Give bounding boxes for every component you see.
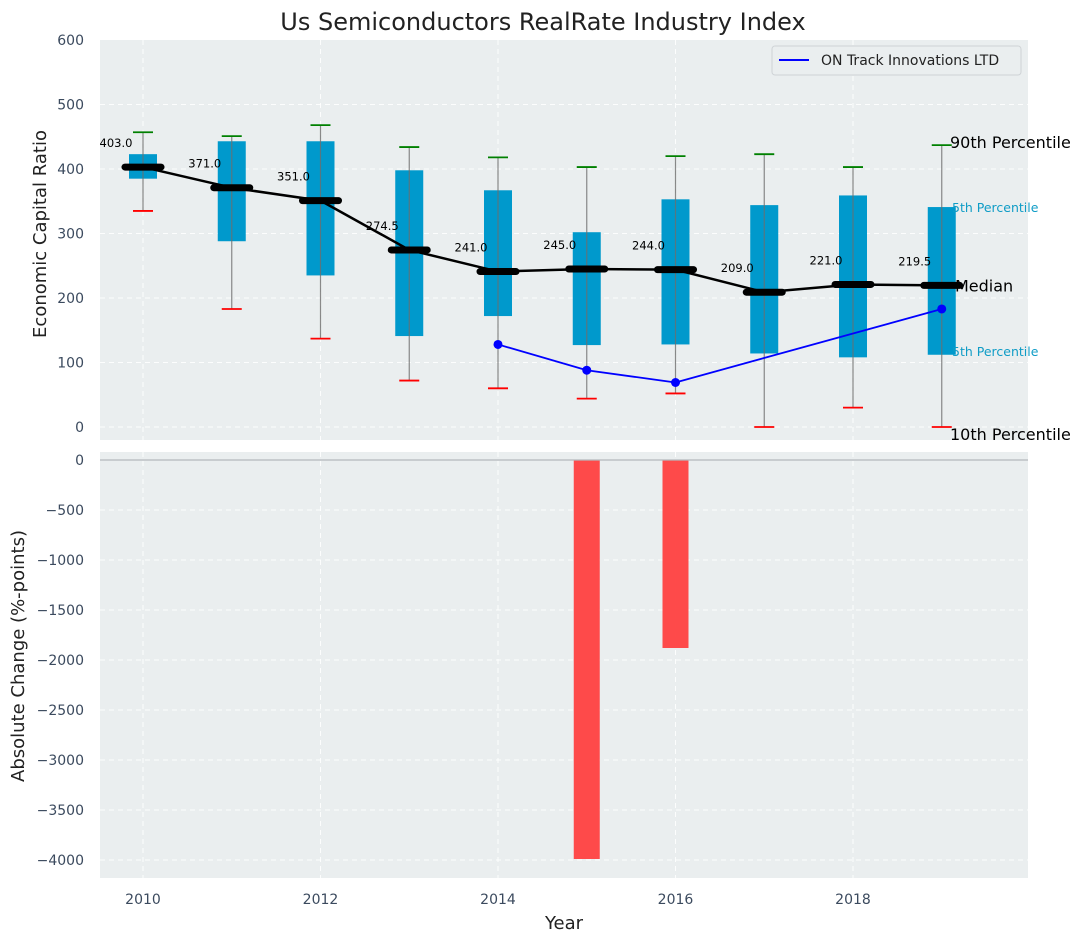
bottom-y-axis-label: Absolute Change (%-points) [8, 530, 29, 782]
median-label-2015: 245.0 [543, 238, 576, 252]
median-line [142, 165, 942, 294]
legend-box [771, 45, 1022, 76]
median-label-2019: 219.5 [898, 254, 931, 268]
top-y-tick-label: 300 [57, 227, 84, 243]
change-bars [573, 460, 689, 859]
legend: ON Track Innovations LTD [771, 45, 1022, 76]
x-tick-label: 2016 [658, 892, 694, 908]
median-label-2014: 241.0 [455, 241, 488, 255]
company-point-2014 [493, 339, 503, 349]
company-point-2019 [937, 304, 947, 314]
tick-labels: 0 100 200 300 400 500 600 0 −500 −1000 −1500 −2000 −… [37, 33, 871, 908]
median-label-2010: 403.0 [100, 136, 133, 150]
top-panel-background [100, 40, 1028, 440]
median-label-2011: 371.0 [188, 157, 221, 171]
legend-entry-label: ON Track Innovations LTD [821, 53, 999, 69]
change-bar-2016 [662, 460, 689, 648]
top-y-tick-label: 0 [75, 420, 84, 436]
company-point-2016 [671, 377, 680, 387]
median-label-2016: 244.0 [632, 239, 665, 253]
change-bar-2015 [573, 460, 600, 859]
bottom-y-tick-label: −1000 [37, 553, 84, 569]
company-point-2015 [582, 365, 592, 375]
top-y-tick-label: 600 [57, 33, 84, 49]
top-y-tick-label: 100 [57, 356, 84, 372]
median-label-2013: 274.5 [366, 219, 399, 233]
gridlines [100, 40, 1028, 878]
percentile-annotations: 90th Percentile 5th Percentile Median 5th P… [950, 133, 1071, 444]
annotation-median: Median [955, 276, 1013, 295]
median-label-2017: 209.0 [721, 261, 754, 275]
top-y-tick-label: 500 [57, 98, 84, 114]
chart-title: Us Semiconductors RealRate Industry Inde… [280, 8, 805, 36]
x-tick-label: 2014 [480, 892, 516, 908]
top-y-axis-label: Economic Capital Ratio [30, 130, 51, 338]
top-y-tick-label: 400 [57, 162, 84, 178]
annotation-10th-percentile: 10th Percentile [950, 425, 1071, 444]
bottom-y-tick-label: −2500 [37, 703, 84, 719]
annotation-90th-percentile: 90th Percentile [950, 133, 1071, 152]
bottom-y-tick-label: −2000 [37, 653, 84, 669]
bottom-y-tick-label: −4000 [37, 853, 84, 869]
bottom-panel-background [100, 452, 1028, 878]
x-tick-label: 2012 [303, 892, 339, 908]
median-label-2012: 351.0 [277, 170, 310, 184]
annotation-25th-percentile: 5th Percentile [952, 344, 1039, 359]
company-series [493, 304, 947, 387]
x-tick-label: 2010 [125, 892, 161, 908]
median-series: 403.0 371.0 351.0 274.5 241.0 245.0 244.0 209.0… [100, 136, 964, 296]
top-y-tick-label: 200 [57, 291, 84, 307]
bottom-y-tick-label: −3000 [37, 753, 84, 769]
x-axis-label: Year [544, 913, 584, 934]
bottom-y-tick-label: 0 [75, 453, 84, 469]
company-line [497, 308, 942, 384]
annotation-75th-percentile: 5th Percentile [952, 200, 1039, 215]
median-label-2018: 221.0 [810, 253, 843, 267]
bottom-y-tick-label: −500 [46, 503, 84, 519]
bottom-y-tick-label: −3500 [37, 803, 84, 819]
x-tick-label: 2018 [835, 892, 871, 908]
bottom-y-tick-label: −1500 [37, 603, 84, 619]
